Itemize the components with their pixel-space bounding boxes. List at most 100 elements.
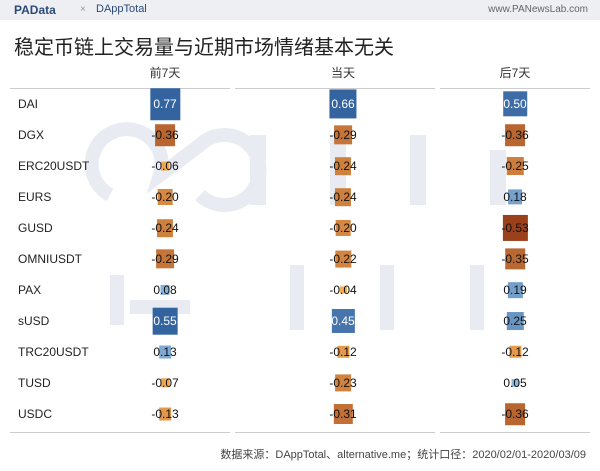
cell-value: -0.36 [501, 128, 529, 142]
heatmap-cell: 0.25 [503, 312, 527, 330]
column-header: 前7天 [149, 66, 181, 80]
cell-value: -0.36 [501, 407, 529, 421]
row-label: TRC20USDT [18, 345, 89, 359]
cell-value: -0.36 [151, 128, 179, 142]
cell-value: -0.24 [151, 221, 179, 235]
heatmap-cell: 0.08 [153, 281, 176, 299]
heatmap-square [160, 378, 170, 388]
heatmap-cell: -0.07 [151, 374, 178, 392]
heatmap-square [334, 250, 352, 268]
heatmap-cell: -0.20 [329, 219, 357, 237]
site-url: www.PANewsLab.com [488, 4, 588, 15]
heatmap-square [506, 157, 524, 175]
heatmap-square [335, 219, 351, 237]
row-label: OMNIUSDT [18, 252, 82, 266]
cell-value: -0.29 [151, 252, 179, 266]
heatmap-square [339, 286, 347, 294]
heatmap-cell: 0.45 [331, 308, 355, 334]
row-label: USDC [18, 407, 53, 421]
cell-value: -0.25 [501, 159, 529, 173]
chart-title: 稳定币链上交易量与近期市场情绪基本无关 [14, 37, 394, 59]
divider [10, 88, 230, 89]
cell-value: -0.24 [329, 159, 357, 173]
cell-value: -0.20 [151, 190, 179, 204]
heatmap-cell: -0.04 [329, 281, 356, 299]
heatmap-cell: -0.35 [501, 248, 529, 270]
cell-value: -0.12 [501, 345, 529, 359]
cell-value: 0.66 [331, 97, 355, 111]
source-note: 数据来源：DAppTotal、alternative.me；统计口径：2020/… [220, 449, 586, 461]
cell-value: -0.13 [151, 407, 179, 421]
heatmap-square [155, 249, 175, 269]
heatmap-square [329, 89, 357, 119]
cell-value: 0.50 [503, 97, 527, 111]
heatmap-square [502, 214, 528, 242]
cell-value: -0.31 [329, 407, 357, 421]
heatmap-cell: -0.12 [329, 343, 356, 361]
heatmap-cell: -0.36 [151, 124, 179, 146]
heatmap-square [511, 378, 519, 388]
row-label: EURS [18, 190, 52, 204]
heatmap-square [160, 284, 170, 296]
row-label: TUSD [18, 376, 51, 390]
column-header: 当天 [330, 66, 356, 80]
heatmap-cell: 0.05 [503, 374, 526, 392]
cell-value: -0.07 [151, 376, 179, 390]
heatmap-cell: -0.24 [329, 157, 357, 175]
heatmap-square [502, 91, 528, 117]
watermark-shape [470, 265, 484, 330]
cell-value: -0.20 [329, 221, 357, 235]
divider [235, 432, 435, 433]
separator: × [80, 4, 86, 15]
heatmap-square [160, 161, 170, 171]
heatmap-square [333, 404, 353, 424]
heatmap-square [334, 157, 352, 175]
heatmap-square [154, 124, 176, 146]
heatmap-cell: 0.77 [149, 88, 180, 120]
heatmap-cell: -0.53 [501, 214, 529, 242]
cell-value: -0.53 [501, 221, 529, 235]
cell-value: 0.13 [153, 345, 177, 359]
watermark-padata-letters [250, 135, 506, 205]
heatmap-square [507, 189, 523, 205]
heatmap-square [337, 345, 349, 359]
cell-value: -0.04 [329, 283, 357, 297]
heatmap-cell: -0.29 [329, 125, 357, 145]
watermark-shape [380, 265, 394, 330]
column-header: 后7天 [499, 66, 531, 80]
cell-value: 0.55 [153, 314, 177, 328]
cell-value: -0.23 [329, 376, 357, 390]
row-label: PAX [18, 283, 42, 297]
heatmap-cell: -0.24 [151, 219, 179, 237]
heatmap-square [504, 403, 526, 425]
heatmap-cell: -0.12 [501, 343, 528, 361]
divider [10, 432, 230, 433]
heatmap-square [149, 88, 180, 120]
heatmap-square [507, 282, 523, 298]
watermark-shape [290, 265, 304, 330]
heatmap-cell: -0.31 [329, 404, 357, 424]
heatmap-cell: -0.23 [329, 374, 357, 392]
cell-value: 0.77 [153, 97, 177, 111]
cell-value: 0.25 [503, 314, 527, 328]
heatmap-cell: -0.36 [501, 403, 529, 425]
cell-value: 0.05 [503, 376, 527, 390]
heatmap-square [156, 219, 174, 237]
padata-logo: PAData [14, 3, 56, 17]
heatmap-square [158, 407, 172, 421]
heatmap-square [157, 188, 173, 206]
heatmap-square [331, 308, 355, 334]
dapptotal-logo: DAppTotal [96, 3, 147, 15]
heatmap-cell: -0.06 [151, 157, 178, 175]
row-label: DAI [18, 97, 39, 111]
divider [235, 88, 435, 89]
heatmap-cell: -0.25 [501, 157, 529, 175]
watermark-shape [250, 135, 266, 205]
watermark-shape [110, 275, 124, 325]
heatmap-square [504, 124, 526, 146]
cell-value: -0.35 [501, 252, 529, 266]
watermark-shape [490, 150, 506, 205]
row-label: DGX [18, 128, 45, 142]
heatmap-square [158, 345, 172, 359]
